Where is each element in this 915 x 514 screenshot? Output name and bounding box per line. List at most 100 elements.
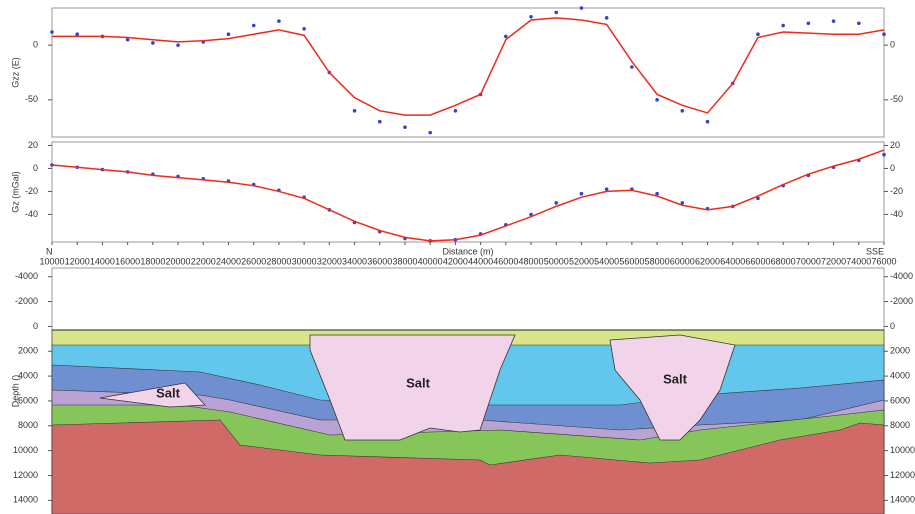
observed-point	[302, 27, 306, 31]
observed-point	[882, 32, 886, 36]
observed-point	[277, 19, 281, 23]
y-tick-label: 10000	[13, 445, 38, 455]
observed-point	[580, 6, 584, 10]
x-tick-label: 64000	[720, 256, 745, 266]
observed-point	[554, 11, 558, 15]
salt-label: Salt	[406, 375, 431, 390]
x-tick-label: 52000	[569, 256, 594, 266]
y-tick-label: -20	[25, 186, 38, 196]
x-tick-label: 40000	[418, 256, 443, 266]
x-tick-label: 44000	[468, 256, 493, 266]
observed-point	[75, 32, 79, 36]
x-tick-label: 60000	[670, 256, 695, 266]
x-tick-label: 20000	[166, 256, 191, 266]
geologic-section: Salt Salt Salt	[52, 268, 884, 514]
y-tick-label: -40	[25, 209, 38, 219]
y-tick-label-right: 20	[890, 140, 900, 150]
x-tick-label: 72000	[821, 256, 846, 266]
observed-point	[706, 120, 710, 124]
observed-point	[353, 109, 357, 113]
y-tick-label-right: -40	[890, 209, 903, 219]
observed-point	[504, 35, 508, 39]
x-tick-label: 16000	[115, 256, 140, 266]
x-tick-label: 46000	[493, 256, 518, 266]
x-tick-label: 68000	[771, 256, 796, 266]
x-tick-label: 66000	[745, 256, 770, 266]
observed-point	[454, 109, 458, 113]
x-tick-label: 50000	[544, 256, 569, 266]
y-axis-title: Gzz (E)	[10, 57, 20, 88]
x-tick-label: 70000	[796, 256, 821, 266]
x-tick-label: 14000	[90, 256, 115, 266]
x-tick-label: 56000	[619, 256, 644, 266]
y-tick-label: 20	[28, 140, 38, 150]
y-tick-label-right: 12000	[890, 470, 915, 480]
y-tick-label-right: 6000	[890, 395, 910, 405]
x-tick-label: 18000	[140, 256, 165, 266]
observed-point	[605, 16, 609, 20]
x-tick-label: 30000	[292, 256, 317, 266]
y-tick-label: -4000	[15, 271, 38, 281]
observed-point	[403, 125, 407, 129]
x-tick-label: 28000	[266, 256, 291, 266]
y-tick-label: 14000	[13, 495, 38, 505]
y-tick-label-right: -4000	[890, 271, 913, 281]
y-axis-title: Gz (mGal)	[10, 171, 20, 213]
y-tick-label: 6000	[18, 395, 38, 405]
x-tick-label: 32000	[317, 256, 342, 266]
y-tick-label: 0	[33, 163, 38, 173]
y-tick-label-right: -20	[890, 186, 903, 196]
y-tick-label-right: 4000	[890, 370, 910, 380]
y-axis-title: Depth ()	[10, 375, 20, 408]
salt-label: Salt	[663, 371, 688, 386]
observed-point	[857, 22, 861, 26]
x-tick-label: 34000	[342, 256, 367, 266]
y-tick-label: 0	[33, 321, 38, 331]
x-end-label: SSE	[866, 246, 884, 256]
y-tick-label-right: 10000	[890, 445, 915, 455]
observed-point	[756, 32, 760, 36]
observed-point	[580, 192, 584, 196]
figure: Salt Salt Salt 0 0 -50 -50 Gzz (E) 20 2000 -20 -…	[0, 0, 915, 514]
observed-point	[655, 98, 659, 102]
observed-point	[50, 30, 54, 34]
x-tick-label: 74000	[846, 256, 871, 266]
x-tick-label: 62000	[695, 256, 720, 266]
observed-point	[176, 43, 180, 47]
y-tick-label: -50	[25, 94, 38, 104]
observed-point	[554, 201, 558, 205]
x-tick-label: 10000	[39, 256, 64, 266]
y-tick-label-right: -50	[890, 94, 903, 104]
y-tick-label-right: -2000	[890, 296, 913, 306]
x-tick-label: 24000	[216, 256, 241, 266]
x-tick-label: 76000	[871, 256, 896, 266]
y-tick-label: 4000	[18, 370, 38, 380]
x-axis-title: Distance (m)	[442, 246, 493, 256]
y-tick-label-right: 14000	[890, 495, 915, 505]
y-tick-label: -2000	[15, 296, 38, 306]
y-tick-label: 12000	[13, 470, 38, 480]
x-tick-label: 42000	[443, 256, 468, 266]
salt-label: Salt	[156, 385, 181, 400]
y-tick-label-right: 2000	[890, 346, 910, 356]
x-tick-label: 48000	[519, 256, 544, 266]
observed-point	[781, 24, 785, 28]
observed-point	[529, 15, 533, 19]
observed-point	[832, 19, 836, 23]
x-tick-label: 12000	[65, 256, 90, 266]
x-tick-label: 22000	[191, 256, 216, 266]
observed-point	[605, 187, 609, 191]
x-tick-label: 36000	[367, 256, 392, 266]
y-tick-label-right: 0	[890, 321, 895, 331]
observed-point	[252, 24, 256, 28]
observed-point	[126, 38, 130, 42]
observed-point	[151, 41, 155, 45]
y-tick-label: 2000	[18, 346, 38, 356]
observed-point	[227, 32, 231, 36]
x-tick-label: 58000	[645, 256, 670, 266]
observed-point	[428, 131, 432, 135]
x-tick-label: 54000	[594, 256, 619, 266]
observed-point	[882, 153, 886, 157]
y-tick-label: 8000	[18, 420, 38, 430]
observed-point	[378, 120, 382, 124]
